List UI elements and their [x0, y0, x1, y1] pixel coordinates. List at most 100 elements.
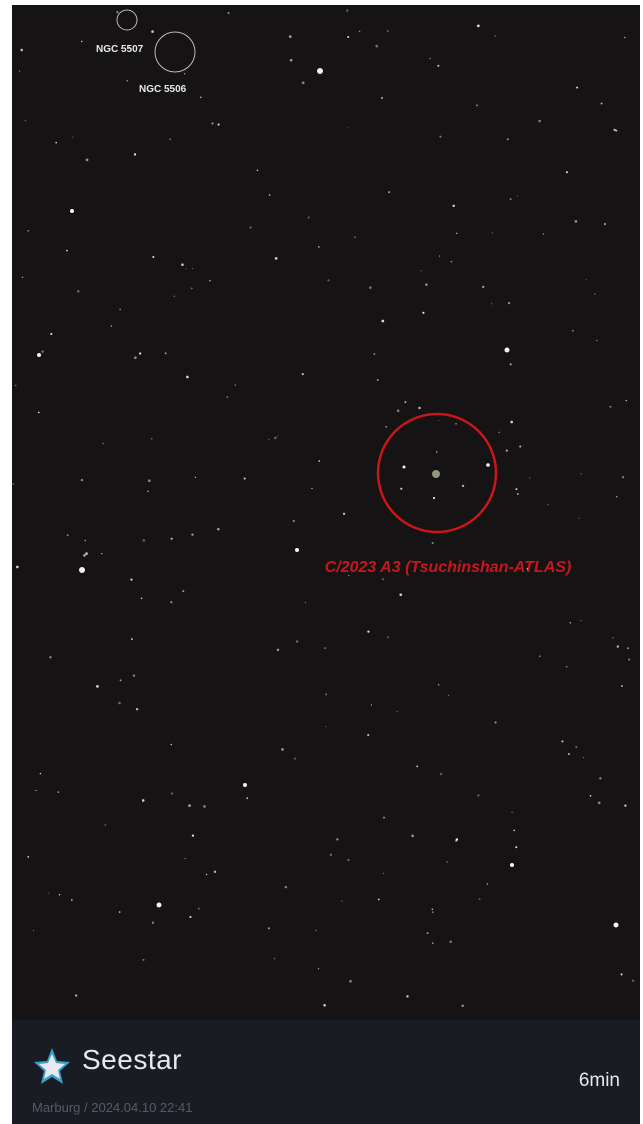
star: [141, 597, 143, 599]
star: [192, 834, 194, 836]
star: [456, 838, 458, 840]
page: NGC 5507 NGC 5506 C/2023 A3 (Tsuchinshan…: [0, 0, 643, 1124]
star: [616, 496, 618, 498]
star: [437, 65, 439, 67]
star: [510, 363, 512, 365]
star: [120, 309, 121, 310]
star: [324, 647, 326, 649]
star: [383, 873, 385, 875]
star: [598, 802, 601, 805]
star: [12, 483, 14, 485]
star: [378, 898, 380, 900]
star: [462, 485, 464, 487]
star: [387, 30, 389, 32]
star: [632, 979, 635, 982]
star: [152, 256, 154, 258]
star: [157, 903, 162, 908]
star: [448, 695, 449, 696]
star: [400, 488, 402, 490]
star: [191, 288, 193, 290]
star: [66, 250, 68, 252]
star: [451, 261, 453, 263]
star: [134, 153, 136, 155]
star: [604, 223, 606, 225]
star: [81, 479, 83, 481]
star: [151, 30, 154, 33]
star: [77, 290, 80, 293]
star: [181, 263, 184, 266]
star: [371, 704, 372, 705]
star: [188, 804, 191, 807]
star: [170, 744, 172, 746]
star: [397, 410, 400, 413]
comet-label: C/2023 A3 (Tsuchinshan-ATLAS): [325, 559, 572, 576]
star: [323, 1004, 326, 1007]
star: [439, 256, 440, 257]
star: [572, 330, 574, 332]
star: [425, 283, 427, 285]
star: [613, 129, 615, 131]
star: [244, 478, 246, 480]
star: [275, 257, 278, 260]
star: [506, 450, 508, 452]
star: [217, 528, 219, 530]
star: [59, 894, 60, 895]
star: [37, 353, 41, 357]
star: [147, 491, 148, 492]
star: [510, 198, 512, 200]
star: [479, 898, 481, 900]
star: [189, 916, 191, 918]
star: [583, 757, 584, 758]
star: [305, 602, 306, 603]
star: [228, 12, 230, 14]
ngc-5507-label: NGC 5507: [96, 44, 144, 55]
star: [383, 817, 385, 819]
brand: Seestar: [82, 1044, 182, 1076]
star: [72, 137, 73, 138]
star: [517, 195, 518, 196]
star: [126, 80, 127, 81]
star: [184, 73, 185, 74]
star: [67, 534, 69, 536]
star: [387, 636, 389, 638]
star: [416, 765, 418, 767]
star: [116, 11, 118, 13]
star: [347, 859, 349, 861]
star: [38, 412, 40, 414]
star: [575, 220, 578, 223]
sky-image: NGC 5507 NGC 5506 C/2023 A3 (Tsuchinshan…: [12, 5, 640, 1124]
star: [477, 25, 480, 28]
star: [170, 601, 172, 603]
star: [381, 97, 383, 99]
star: [422, 312, 424, 314]
star: [27, 856, 29, 858]
star: [499, 432, 500, 433]
star: [404, 401, 406, 403]
location-time: Marburg / 2024.04.10 22:41: [32, 1100, 192, 1115]
star: [487, 883, 489, 885]
star: [246, 797, 248, 799]
star: [327, 279, 329, 281]
star: [315, 930, 316, 931]
star: [174, 296, 175, 297]
star: [277, 436, 278, 437]
star: [343, 513, 345, 515]
star: [191, 533, 193, 535]
star: [397, 711, 398, 712]
star: [513, 829, 515, 831]
star: [418, 407, 420, 409]
star: [561, 740, 563, 742]
star: [211, 122, 213, 124]
star-field: NGC 5507 NGC 5506 C/2023 A3 (Tsuchinshan…: [12, 5, 640, 1020]
star: [432, 911, 433, 912]
star: [120, 679, 122, 681]
star: [209, 280, 211, 282]
star: [49, 656, 51, 658]
star: [200, 96, 202, 98]
star: [579, 518, 580, 519]
star: [136, 708, 138, 710]
star: [55, 142, 57, 144]
star: [403, 466, 406, 469]
star: [308, 216, 310, 218]
star: [586, 279, 587, 280]
